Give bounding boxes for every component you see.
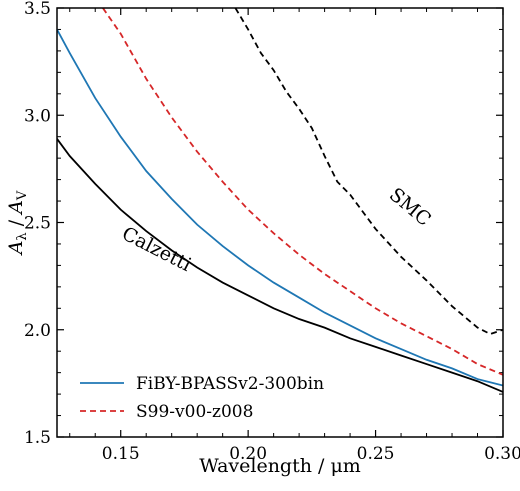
annotation-smc: SMC: [385, 184, 435, 231]
series-line-smc: [234, 8, 503, 336]
y-tick-label: 3.0: [24, 106, 51, 126]
y-tick-label: 2.0: [24, 321, 51, 341]
x-tick-label: 0.20: [229, 444, 267, 464]
y-axis-label: Aλ / AV: [5, 190, 30, 256]
tick-marks: [57, 7, 504, 438]
x-tick-label: 0.25: [357, 444, 395, 464]
x-tick-labels: 0.15 0.20 0.25 0.30: [102, 444, 520, 464]
legend-label: S99-v00-z008: [136, 402, 253, 422]
curve-annotations: Calzetti SMC: [118, 184, 435, 276]
y-tick-label: 3.5: [24, 0, 51, 19]
x-tick-label: 0.15: [102, 444, 140, 464]
plot-frame: [56, 7, 504, 438]
series-line-calzetti: [57, 138, 503, 393]
x-tick-label: 0.30: [484, 444, 520, 464]
x-axis-label: Wavelength / μm: [199, 455, 361, 477]
legend-item-s99: S99-v00-z008: [80, 402, 253, 422]
legend-label: FiBY-BPASSv2-300bin: [136, 374, 324, 394]
series-line-s99: [102, 8, 503, 376]
series-line-fiby: [57, 29, 503, 387]
legend-item-fiby: FiBY-BPASSv2-300bin: [80, 374, 324, 394]
legend: FiBY-BPASSv2-300bin S99-v00-z008: [80, 374, 324, 422]
y-tick-label: 1.5: [24, 428, 51, 448]
annotation-calzetti: Calzetti: [118, 223, 194, 276]
y-tick-label: 2.5: [24, 214, 51, 234]
series-lines: [57, 8, 503, 393]
y-tick-labels: 1.5 2.0 2.5 3.0 3.5: [24, 0, 51, 448]
